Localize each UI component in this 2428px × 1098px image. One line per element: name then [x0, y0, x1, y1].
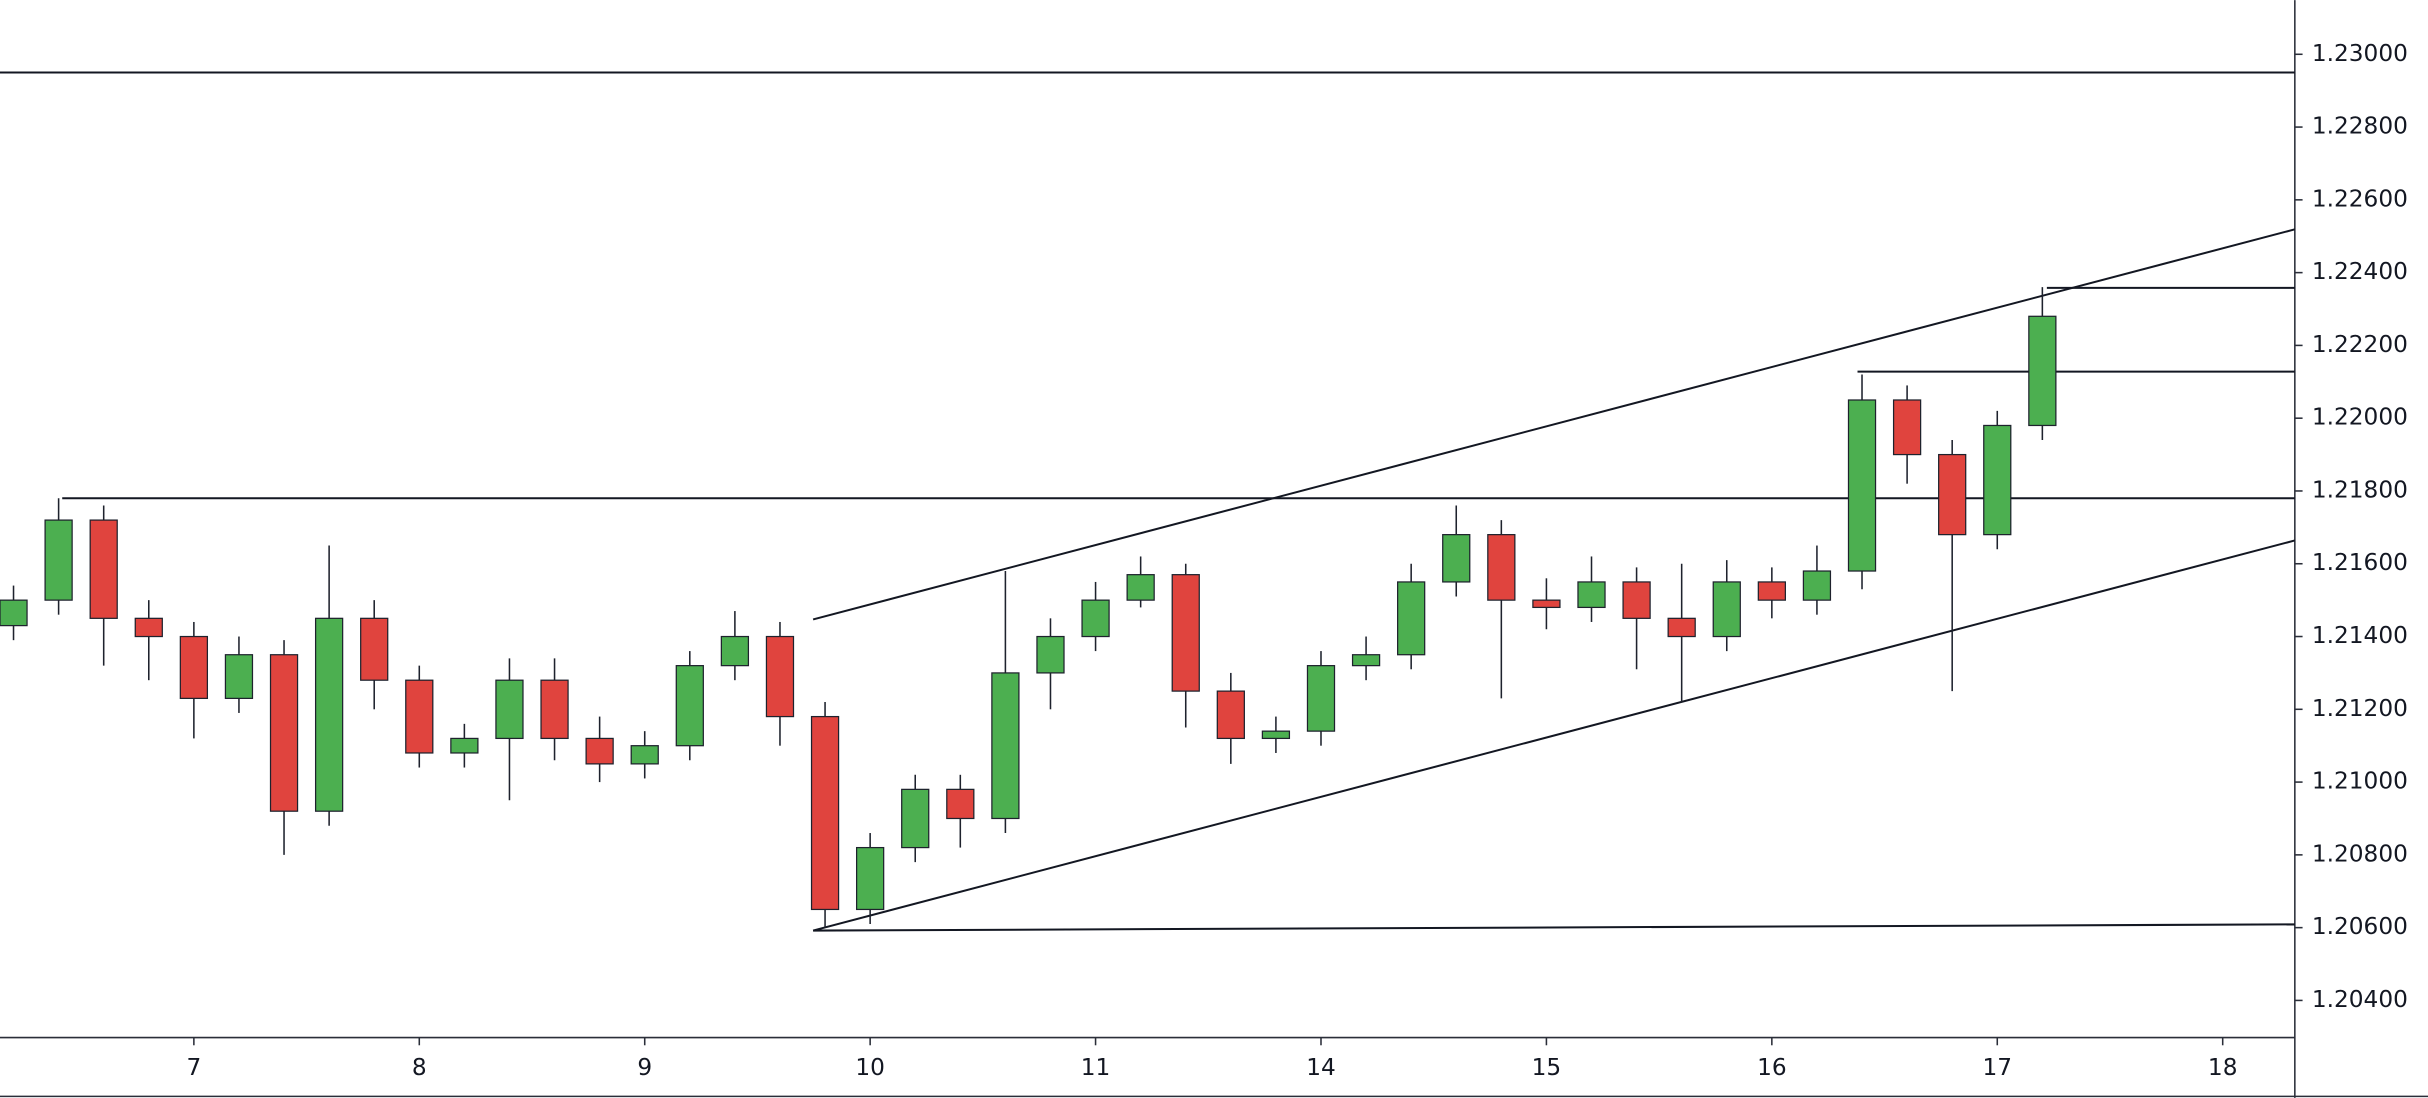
candle-body: [1712, 581, 1741, 638]
y-tick-label: 1.21400: [2312, 622, 2408, 649]
candle-body: [1667, 617, 1696, 638]
candle-body: [855, 846, 885, 911]
trend-line: [812, 539, 2296, 932]
y-tick-label: 1.22400: [2312, 258, 2408, 285]
candle-body: [314, 617, 344, 812]
y-tick-label: 1.20600: [2312, 913, 2408, 940]
candle-body: [1577, 581, 1606, 609]
x-tick-label: 18: [2208, 1054, 2238, 1081]
y-tick-label: 1.21200: [2312, 695, 2408, 722]
candle-body: [1306, 665, 1336, 732]
candle-body: [810, 715, 840, 911]
candle-body: [540, 679, 569, 740]
y-tick-label: 1.22000: [2312, 404, 2408, 431]
candle-body: [360, 617, 389, 681]
candle-body: [1126, 574, 1155, 601]
x-tick-label: 10: [855, 1054, 885, 1081]
x-tick-label: 9: [637, 1054, 652, 1081]
candle-body: [1532, 599, 1561, 609]
x-tick-label: 17: [1982, 1054, 2012, 1081]
candle-body: [495, 679, 524, 740]
candle-body: [1757, 581, 1786, 601]
candle-body: [1983, 424, 2012, 536]
candle-body: [44, 519, 73, 601]
candle-body: [0, 599, 28, 627]
candle-body: [946, 788, 975, 820]
candle-body: [269, 654, 299, 812]
y-tick-label: 1.20800: [2312, 840, 2408, 867]
candle-body: [134, 617, 163, 638]
y-tick-label: 1.23000: [2312, 40, 2408, 67]
candle-body: [450, 737, 479, 754]
y-tick-label: 1.20400: [2312, 986, 2408, 1013]
candle-body: [991, 672, 1020, 820]
candle-body: [89, 519, 118, 619]
x-tick-label: 15: [1532, 1054, 1562, 1081]
candle-body: [1261, 730, 1291, 740]
candle-body: [1442, 534, 1471, 583]
y-tick-label: 1.21000: [2312, 768, 2408, 795]
candle-body: [1487, 534, 1516, 601]
y-tick-label: 1.21800: [2312, 476, 2408, 503]
y-tick-label: 1.22600: [2312, 185, 2408, 212]
trend-line: [813, 923, 2295, 932]
y-tick-label: 1.22200: [2312, 331, 2408, 358]
candle-body: [765, 635, 795, 718]
x-tick-label: 14: [1306, 1054, 1336, 1081]
candle-body: [1216, 690, 1245, 740]
candle-body: [675, 665, 704, 747]
y-tick-label: 1.21600: [2312, 549, 2408, 576]
candle-body: [1081, 599, 1110, 638]
candle-body: [1397, 581, 1426, 656]
x-tick-label: 11: [1081, 1054, 1111, 1081]
candle-body: [901, 788, 930, 849]
candle-body: [1847, 399, 1877, 572]
x-tick-label: 16: [1757, 1054, 1787, 1081]
candle-body: [405, 679, 434, 754]
candle-body: [224, 654, 254, 700]
candle-body: [1802, 570, 1832, 601]
candle-body: [2028, 315, 2057, 427]
x-tick-label: 7: [186, 1054, 201, 1081]
candle-body: [1351, 654, 1381, 667]
candle-body: [179, 635, 209, 700]
candle-body: [1171, 574, 1200, 692]
candle-body: [1622, 581, 1651, 619]
candle-body: [1036, 635, 1065, 674]
x-tick-label: 8: [412, 1054, 427, 1081]
candle-body: [1938, 453, 1967, 536]
y-tick-label: 1.22800: [2312, 113, 2408, 140]
candle-body: [1892, 399, 1922, 456]
trend-line: [812, 228, 2296, 621]
candle-body: [585, 737, 614, 765]
candle-body: [720, 635, 750, 667]
candle-body: [630, 745, 659, 765]
